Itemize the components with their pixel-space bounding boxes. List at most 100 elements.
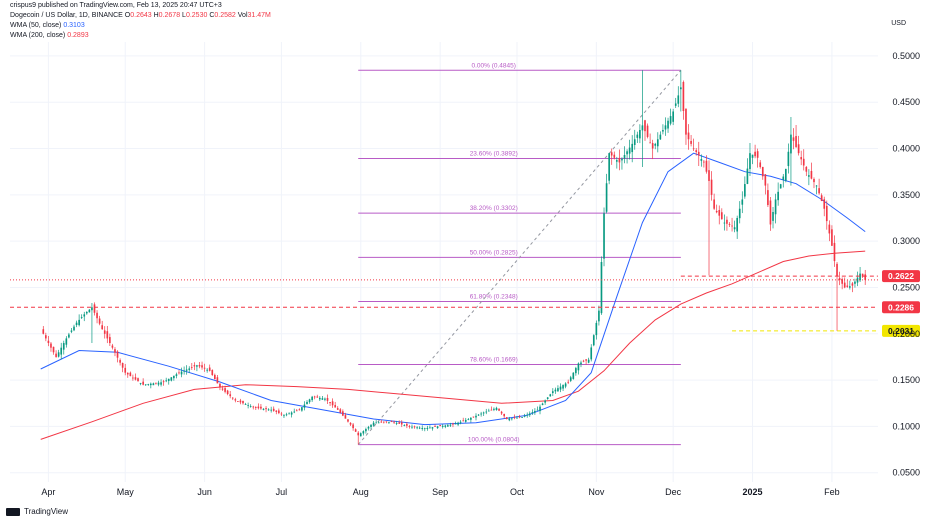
candle-body bbox=[836, 263, 838, 277]
candle-body bbox=[390, 421, 393, 423]
candle-body bbox=[73, 326, 75, 331]
candle-body bbox=[349, 422, 352, 425]
indicator-wma50[interactable]: WMA (50, close) 0.3103 bbox=[10, 22, 85, 29]
candle-body bbox=[57, 352, 60, 357]
y-tick-label: 0.3000 bbox=[892, 236, 920, 246]
candle-body bbox=[669, 116, 672, 124]
candle-body bbox=[400, 422, 403, 425]
candle-body bbox=[559, 386, 562, 390]
candle-body bbox=[403, 425, 406, 426]
candle-body bbox=[475, 415, 477, 418]
candle-body bbox=[480, 413, 482, 415]
candle-body bbox=[152, 383, 155, 386]
candle-body bbox=[470, 417, 472, 420]
candle-body bbox=[306, 401, 308, 405]
candle-body bbox=[618, 157, 621, 163]
candle-body bbox=[80, 317, 83, 318]
candle-body bbox=[359, 433, 362, 437]
y-tick-label: 0.0500 bbox=[892, 468, 920, 478]
candle-body bbox=[833, 242, 836, 262]
currency-label: USD bbox=[891, 20, 906, 27]
candle-body bbox=[590, 347, 593, 360]
y-axis[interactable]: 0.0500 0.1000 0.1500 0.2000 0.2500 0.3000 0.35… bbox=[892, 51, 920, 478]
candle-body bbox=[313, 396, 316, 398]
candle-body bbox=[700, 158, 703, 161]
candle-body bbox=[214, 374, 216, 380]
candle-body bbox=[329, 402, 331, 404]
candle-body bbox=[459, 421, 462, 423]
candle-body bbox=[285, 414, 288, 416]
candle-body bbox=[324, 398, 326, 400]
fib-level-label: 50.00% (0.2825) bbox=[470, 249, 518, 256]
candle-body bbox=[628, 147, 631, 154]
candle-body bbox=[774, 199, 777, 215]
candle-body bbox=[339, 409, 342, 413]
candle-body bbox=[843, 282, 846, 288]
wma50-label: WMA (50, close) bbox=[10, 22, 62, 29]
candle-body bbox=[754, 151, 756, 157]
candle-body bbox=[587, 359, 590, 363]
candle-body bbox=[549, 394, 552, 397]
tradingview-logo[interactable]: TradingView bbox=[6, 507, 68, 516]
candle-body bbox=[198, 365, 201, 367]
candle-body bbox=[121, 362, 124, 368]
indicator-wma200[interactable]: WMA (200, close) 0.2893 bbox=[10, 32, 89, 39]
candle-body bbox=[354, 429, 357, 432]
candle-body bbox=[129, 372, 132, 377]
candle-body bbox=[623, 155, 626, 159]
candle-body bbox=[452, 423, 454, 425]
candle-body bbox=[447, 425, 449, 427]
x-axis[interactable]: Apr May Jun Jul Aug Sep Oct Nov Dec 2025 Feb bbox=[41, 487, 839, 497]
candle-body bbox=[157, 382, 160, 385]
candle-body bbox=[518, 416, 521, 418]
candle-body bbox=[741, 199, 744, 205]
x-tick-label: Feb bbox=[824, 487, 840, 497]
candle-body bbox=[477, 414, 480, 416]
low-value: 0.2530 bbox=[185, 12, 208, 19]
candle-body bbox=[367, 426, 370, 429]
candle-body bbox=[764, 174, 767, 186]
candle-body bbox=[626, 151, 628, 155]
candle-body bbox=[265, 408, 267, 410]
price-lines[interactable]: 0.2622 0.2286 0.2031 bbox=[10, 270, 920, 337]
candle-body bbox=[83, 314, 86, 317]
candle-body bbox=[690, 140, 692, 144]
candle-body bbox=[598, 310, 600, 322]
candle-body bbox=[808, 175, 810, 177]
candle-body bbox=[377, 422, 380, 424]
candle-body bbox=[641, 125, 644, 131]
candle-body bbox=[262, 408, 265, 410]
candle-body bbox=[695, 150, 698, 152]
candle-body bbox=[859, 273, 861, 281]
candle-body bbox=[572, 372, 575, 379]
fib-retracement[interactable]: 0.00% (0.4845) 23.60% (0.3892) 38.20% (0.3… bbox=[357, 62, 682, 446]
candle-body bbox=[224, 388, 226, 392]
candle-body bbox=[795, 136, 797, 147]
price-badge bbox=[882, 270, 920, 283]
candle-body bbox=[203, 367, 206, 369]
candle-body bbox=[68, 334, 70, 338]
volume-label: Vol bbox=[237, 12, 248, 19]
candle-body bbox=[569, 377, 572, 381]
candle-body bbox=[777, 191, 779, 201]
candle-body bbox=[654, 143, 657, 146]
candle-body bbox=[193, 365, 196, 367]
candle-body bbox=[331, 401, 334, 406]
price-badge-label: 0.2031 bbox=[888, 326, 914, 336]
candle-body bbox=[116, 351, 119, 358]
symbol-name[interactable]: Dogecoin / US Dollar, 1D, BINANCE bbox=[10, 12, 123, 19]
candle-body bbox=[790, 134, 792, 154]
candle-body bbox=[462, 420, 465, 422]
high-label: H bbox=[153, 12, 159, 19]
candle-body bbox=[385, 421, 388, 423]
candle-body bbox=[413, 426, 416, 428]
candle-body bbox=[546, 397, 549, 399]
candle-body bbox=[280, 413, 283, 415]
candle-body bbox=[88, 309, 91, 313]
candle-body bbox=[541, 403, 544, 406]
candle-body bbox=[567, 381, 570, 383]
candle-body bbox=[613, 154, 616, 158]
candle-body bbox=[544, 400, 546, 403]
candle-body bbox=[564, 383, 567, 387]
